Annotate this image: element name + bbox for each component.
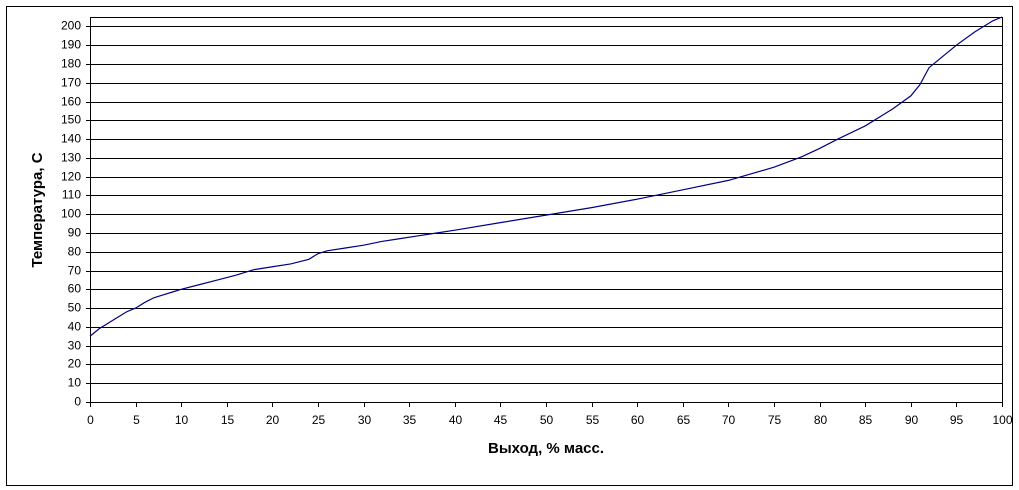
x-tick-label: 75 <box>768 413 782 427</box>
x-tick-label: 70 <box>722 413 736 427</box>
x-tick-label: 0 <box>87 413 94 427</box>
plot-area <box>90 17 1003 403</box>
x-tick-label: 80 <box>814 413 828 427</box>
y-tick-label: 40 <box>68 320 82 334</box>
y-tick-label: 80 <box>68 245 82 259</box>
x-tick-label: 30 <box>358 413 372 427</box>
x-tick-label: 60 <box>631 413 645 427</box>
y-tick-label: 140 <box>61 132 81 146</box>
y-tick-label: 70 <box>68 264 82 278</box>
y-tick-label: 50 <box>68 301 82 315</box>
x-tick-label: 50 <box>540 413 554 427</box>
x-tick-label: 45 <box>494 413 508 427</box>
x-tick-label: 5 <box>133 413 140 427</box>
y-tick-label: 20 <box>68 357 82 371</box>
x-tick-label: 85 <box>859 413 873 427</box>
y-tick-label: 90 <box>68 226 82 240</box>
x-tick-label: 100 <box>992 413 1012 427</box>
y-tick-label: 60 <box>68 282 82 296</box>
y-tick-label: 100 <box>61 207 81 221</box>
y-tick-label: 190 <box>61 38 81 52</box>
y-tick-label: 10 <box>68 376 82 390</box>
y-tick-label: 0 <box>74 395 81 409</box>
x-tick-label: 35 <box>403 413 417 427</box>
x-tick-label: 10 <box>175 413 189 427</box>
x-tick-label: 65 <box>677 413 691 427</box>
x-tick-label: 95 <box>950 413 964 427</box>
x-tick-label: 25 <box>312 413 326 427</box>
y-tick-label: 130 <box>61 151 81 165</box>
x-tick-label: 20 <box>266 413 280 427</box>
y-tick-label: 150 <box>61 113 81 127</box>
y-tick-label: 200 <box>61 19 81 33</box>
x-tick-label: 40 <box>449 413 463 427</box>
chart-border <box>6 6 1013 486</box>
x-axis-label: Выход, % масс. <box>488 440 604 457</box>
y-tick-label: 110 <box>62 188 81 202</box>
x-tick-label: 55 <box>586 413 600 427</box>
x-tick-label: 15 <box>221 413 235 427</box>
y-tick-label: 30 <box>68 339 82 353</box>
y-tick-label: 170 <box>61 76 81 90</box>
x-tick-label: 90 <box>905 413 919 427</box>
y-tick-label: 160 <box>61 95 81 109</box>
y-axis-label: Температура, С <box>29 152 46 267</box>
data-line <box>89 16 1003 337</box>
y-tick-label: 180 <box>61 57 81 71</box>
y-tick-label: 120 <box>61 170 81 184</box>
